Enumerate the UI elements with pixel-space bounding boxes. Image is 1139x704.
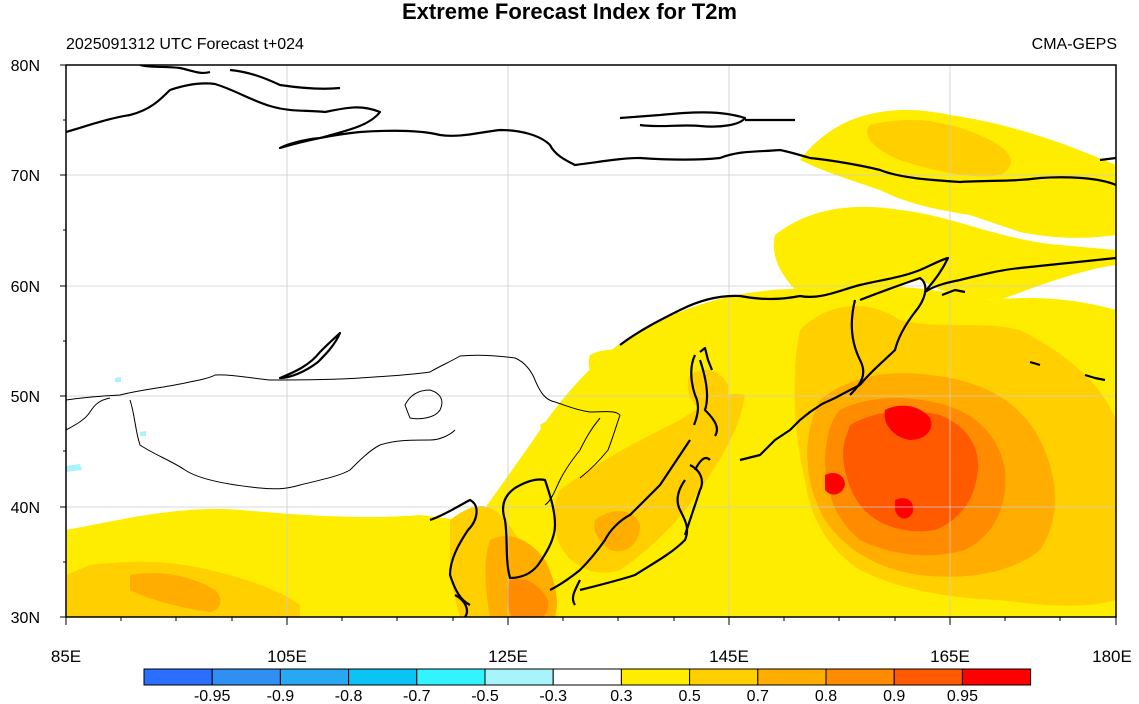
colorbar-swatch: [416, 668, 486, 686]
colorbar-label: 0.3: [610, 688, 632, 704]
colorbar-label: 0.8: [815, 688, 837, 704]
colorbar-swatch: [211, 668, 281, 686]
colorbar-label: -0.5: [471, 688, 499, 704]
colorbar-swatch: [689, 668, 759, 686]
colorbar-label: 0.5: [678, 688, 700, 704]
colorbar-swatch: [143, 668, 213, 686]
lon-label-145e: 145E: [709, 647, 749, 666]
colorbar-swatch: [279, 668, 350, 686]
colorbar-swatch: [348, 668, 418, 686]
longitude-labels: 85E 105E 125E 145E 165E 180E: [51, 647, 1132, 666]
colorbar-swatch: [893, 668, 963, 686]
colorbar-label: -0.3: [539, 688, 567, 704]
lon-label-105e: 105E: [267, 647, 307, 666]
colorbar-label: -0.8: [335, 688, 363, 704]
map-gridlines: [66, 65, 1116, 617]
map-plot-area: [66, 65, 1116, 617]
colorbar: -0.95 -0.9 -0.8 -0.7 -0.5 -0.3 0.3 0.5 0.7 0.8 0.9…: [143, 668, 1032, 704]
lat-label-50n: 50N: [11, 389, 40, 406]
colorbar-label: -0.95: [194, 688, 231, 704]
colorbar-swatch: [825, 668, 895, 686]
latitude-labels: 80N 70N 60N 50N 40N 30N: [11, 58, 40, 627]
lat-label-30n: 30N: [11, 610, 40, 627]
colorbar-swatch: [757, 668, 827, 686]
country-borders: [66, 354, 621, 506]
colorbar-swatch: [552, 668, 622, 686]
colorbar-label: 0.7: [747, 688, 769, 704]
lat-label-80n: 80N: [11, 58, 40, 75]
lat-label-70n: 70N: [11, 168, 40, 185]
colorbar-label: -0.9: [267, 688, 295, 704]
colorbar-swatch: [961, 668, 1032, 686]
colorbar-swatch: [484, 668, 554, 686]
lon-label-125e: 125E: [488, 647, 528, 666]
forecast-time-label: 2025091312 UTC Forecast t+024: [66, 36, 304, 53]
efi-fill-negative: [66, 377, 146, 472]
map-title: Extreme Forecast Index for T2m: [401, 0, 737, 24]
colorbar-swatch: [620, 668, 691, 686]
lat-label-60n: 60N: [11, 279, 40, 296]
coastlines: [66, 65, 1116, 617]
lat-label-40n: 40N: [11, 500, 40, 517]
efi-fill-level-6: [825, 405, 932, 519]
axis-ticks: [60, 64, 1117, 625]
lon-label-165e: 165E: [930, 647, 970, 666]
lon-label-180e: 180E: [1092, 647, 1132, 666]
colorbar-label: -0.7: [403, 688, 431, 704]
colorbar-label: 0.95: [947, 688, 978, 704]
colorbar-label: 0.9: [883, 688, 905, 704]
efi-fill-level-5: [843, 411, 979, 532]
model-name-label: CMA-GEPS: [1031, 36, 1117, 53]
lon-label-85e: 85E: [51, 647, 81, 666]
